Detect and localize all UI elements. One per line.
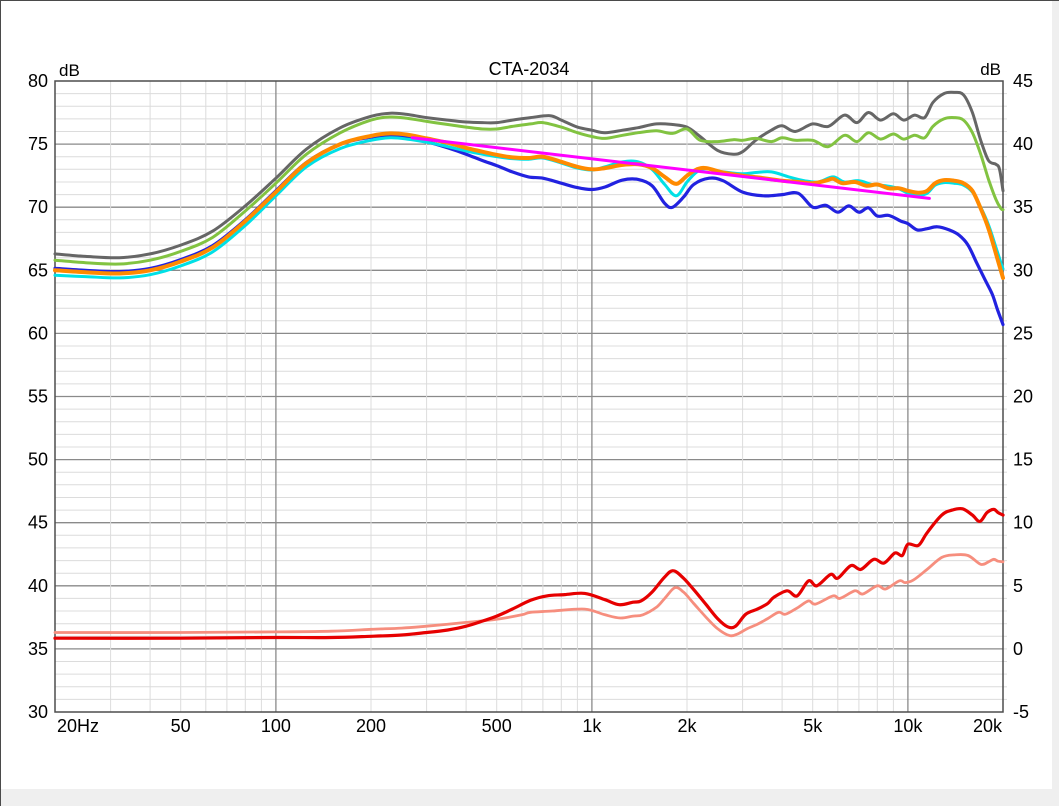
curve-early-reflections-di (53, 553, 1005, 638)
left-axis-tick-label: 80 (28, 71, 48, 91)
x-axis-tick-label: 20Hz (57, 716, 99, 736)
window-status-strip (1, 789, 1059, 806)
left-axis-tick-label: 60 (28, 323, 48, 343)
x-axis-tick-label: 5k (803, 716, 823, 736)
x-axis-tick-label: 1k (582, 716, 602, 736)
left-axis-tick-label: 45 (28, 513, 48, 533)
right-axis-tick-label: 25 (1013, 323, 1033, 343)
tick-label-layer: 8075706560555045403530454035302520151050… (28, 71, 1033, 736)
x-axis-tick-label: 20k (973, 716, 1003, 736)
curve-sound-power (53, 133, 1005, 327)
curve-estimated-in-room-response (53, 136, 1005, 280)
x-axis-tick-label: 500 (482, 716, 512, 736)
left-axis-tick-label: 55 (28, 387, 48, 407)
x-axis-tick-label: 200 (356, 716, 386, 736)
left-axis-tick-label: 40 (28, 576, 48, 596)
curve-regression-line (410, 136, 931, 200)
right-axis-tick-label: 20 (1013, 387, 1033, 407)
right-axis-tick-label: 0 (1013, 639, 1023, 659)
right-axis-unit-label: dB (980, 60, 1001, 79)
left-axis-tick-label: 30 (28, 702, 48, 722)
right-axis-tick-label: 15 (1013, 450, 1033, 470)
left-axis-tick-label: 50 (28, 450, 48, 470)
chart-title: CTA-2034 (489, 59, 570, 79)
curve-listening-window (53, 115, 1005, 266)
plot-frame (54, 80, 1004, 713)
right-axis-tick-label: 35 (1013, 197, 1033, 217)
curve-early-reflections (53, 131, 1005, 280)
left-axis-tick-label: 75 (28, 134, 48, 154)
x-axis-tick-label: 10k (893, 716, 923, 736)
right-axis-tick-label: 40 (1013, 134, 1033, 154)
right-axis-tick-label: -5 (1013, 702, 1029, 722)
grid-layer (54, 80, 1007, 713)
x-axis-tick-label: 2k (677, 716, 697, 736)
left-axis-tick-label: 65 (28, 260, 48, 280)
left-axis-tick-label: 35 (28, 639, 48, 659)
right-axis-tick-label: 30 (1013, 260, 1033, 280)
left-axis-tick-label: 70 (28, 197, 48, 217)
curve-layer (53, 90, 1005, 640)
x-axis-tick-label: 100 (261, 716, 291, 736)
curve-sound-power-di (53, 506, 1005, 640)
curve-on-axis (53, 90, 1005, 260)
cta2034-chart: 8075706560555045403530454035302520151050… (28, 59, 1033, 736)
right-axis-tick-label: 45 (1013, 71, 1033, 91)
window-right-gutter (1052, 1, 1059, 790)
left-axis-unit-label: dB (59, 61, 80, 80)
right-axis-tick-label: 10 (1013, 513, 1033, 533)
right-axis-tick-label: 5 (1013, 576, 1023, 596)
x-axis-tick-label: 50 (171, 716, 191, 736)
